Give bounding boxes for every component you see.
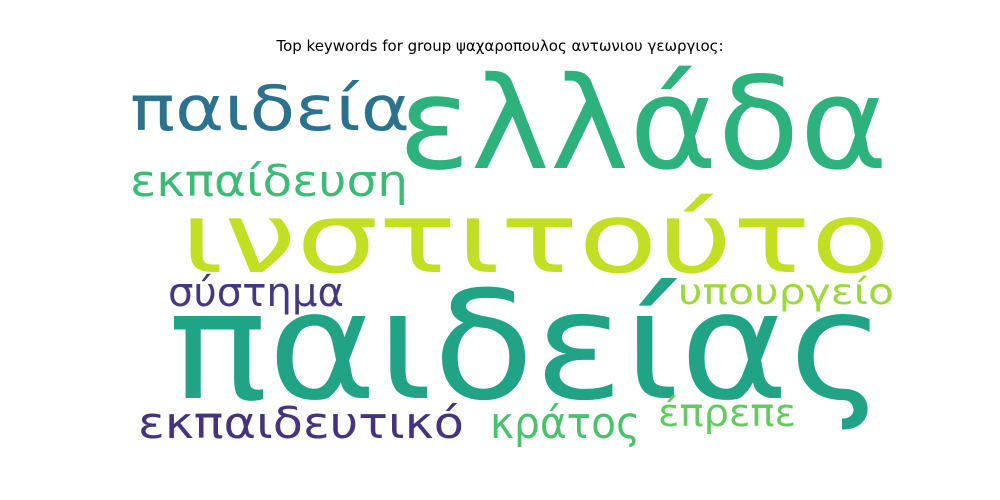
word-paideia: παιδεία [130, 72, 410, 145]
word-ekpaideusi: εκπαίδευση [130, 156, 408, 207]
word-kratos: κράτος [490, 398, 640, 449]
word-institouto: ινστιτούτο [180, 182, 890, 296]
figure-title: Top keywords for group ψαχαροπουλος αντω… [276, 37, 724, 55]
word-eprepe: έπρεπε [658, 391, 796, 435]
word-systima: σύστημα [168, 270, 344, 316]
word-ypourgeio: υπουργείο [678, 272, 894, 313]
word-ekpaideutiko: εκπαιδευτικό [138, 398, 464, 449]
word-ellada: ελλάδα [398, 50, 888, 199]
word-paideias: παιδείας [168, 260, 886, 434]
